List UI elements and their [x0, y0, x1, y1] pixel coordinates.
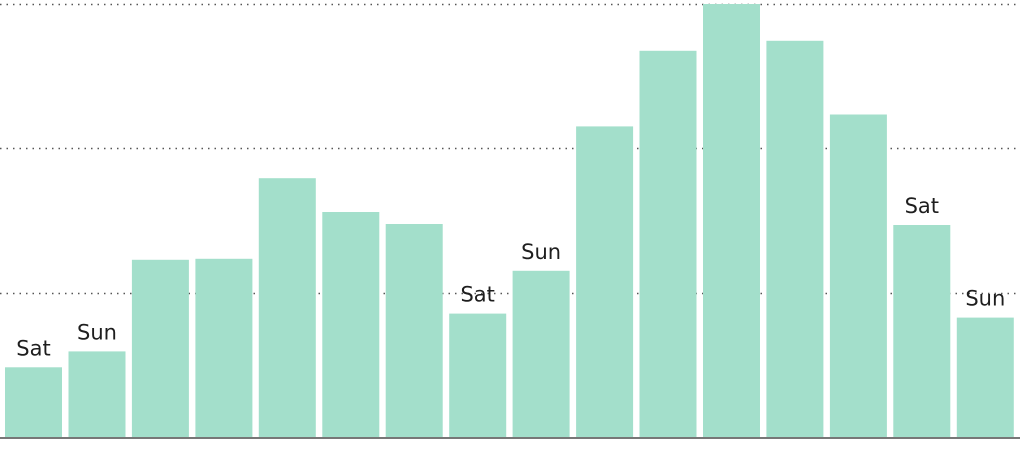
bar-labels: Sat Sun Sat Sun Sat Sun: [16, 194, 1005, 360]
bar-4: [195, 258, 253, 437]
bar-label-9: Sun: [521, 240, 561, 264]
bar-label-1: Sat: [16, 336, 50, 360]
bar-15: [893, 225, 951, 437]
bar-13: [766, 40, 824, 438]
bar-5: [258, 178, 316, 437]
bar-11: [639, 50, 697, 438]
bar-6: [322, 212, 380, 437]
bar-3: [131, 259, 189, 437]
bar-14: [829, 114, 887, 437]
bar-label-16: Sun: [965, 287, 1005, 311]
bar-16: [956, 317, 1014, 437]
bar-10: [576, 126, 634, 438]
bars: [5, 4, 1014, 438]
bar-label-2: Sun: [77, 320, 117, 344]
bar-7: [385, 224, 443, 437]
bar-8: [449, 313, 507, 437]
bar-2: [68, 351, 126, 437]
bar-12: [703, 4, 760, 437]
bar-9: [512, 270, 570, 437]
bar-1: [5, 367, 62, 437]
bar-label-15: Sat: [905, 194, 939, 218]
bar-label-8: Sat: [460, 283, 494, 307]
